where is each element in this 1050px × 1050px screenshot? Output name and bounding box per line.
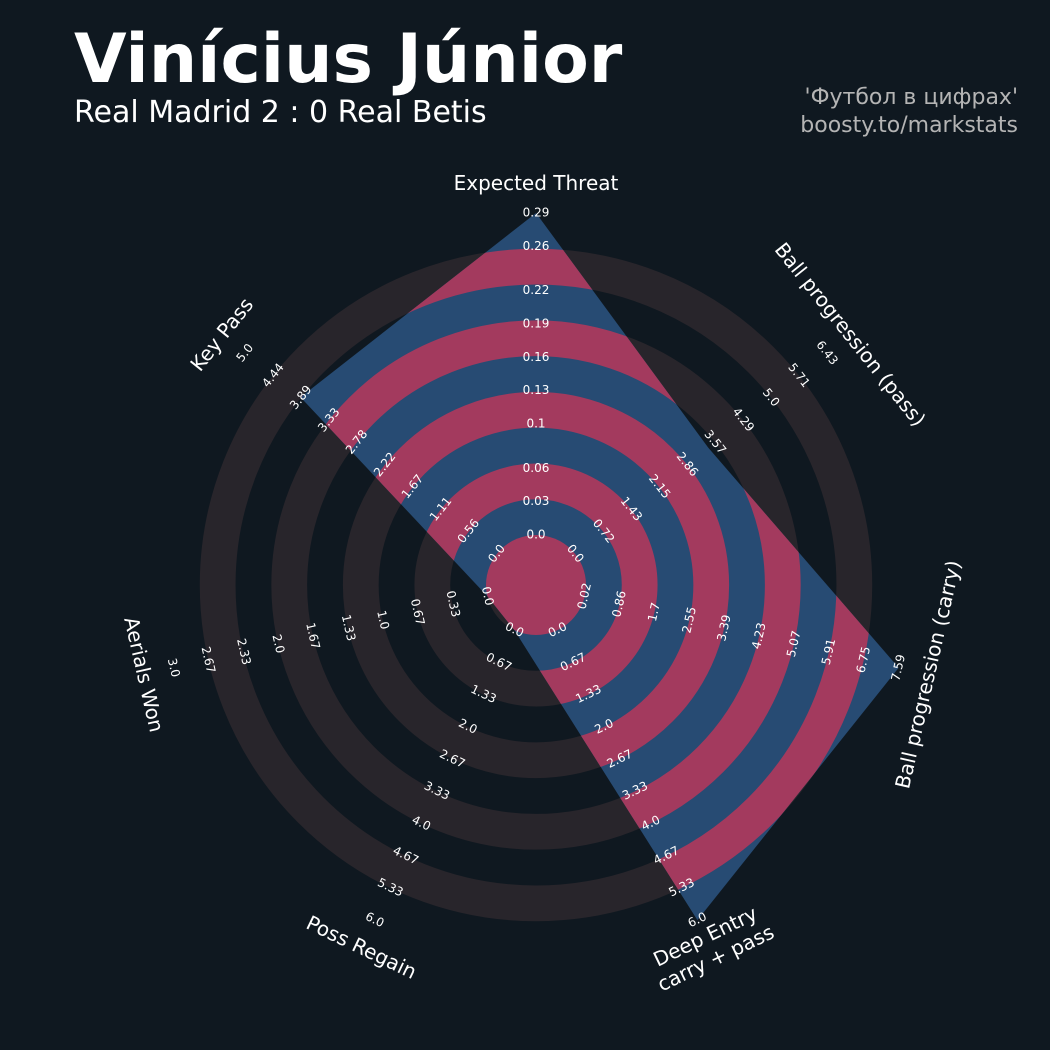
tick-label: 0.02	[574, 581, 594, 610]
tick-label: 0.0	[479, 585, 497, 607]
tick-label: 0.03	[523, 494, 550, 508]
tick-label: 2.0	[270, 633, 288, 655]
tick-label: 6.75	[854, 645, 874, 674]
chart-title: Vinícius Júnior	[74, 20, 623, 99]
tick-label: 0.67	[408, 597, 428, 626]
tick-label: 2.67	[199, 645, 219, 674]
tick-label: 0.22	[523, 283, 550, 297]
tick-label: 0.19	[523, 317, 550, 331]
tick-label: 0.0	[526, 528, 545, 542]
tick-label: 1.7	[645, 601, 663, 623]
tick-label: 0.1	[526, 416, 545, 430]
radar-area	[300, 213, 899, 921]
tick-label: 4.23	[749, 621, 769, 650]
tick-label: 3.0	[165, 657, 183, 679]
tick-label: 0.06	[523, 461, 550, 475]
tick-label: 2.33	[234, 637, 254, 666]
tick-label: 0.26	[523, 239, 550, 253]
tick-label: 0.16	[523, 350, 550, 364]
tick-label: 0.13	[523, 383, 550, 397]
tick-label: 0.29	[523, 206, 550, 220]
tick-label: 3.39	[714, 613, 734, 642]
ring	[486, 535, 586, 635]
tick-label: 1.0	[374, 609, 392, 631]
credit: 'Футбол в цифрах'	[805, 85, 1018, 110]
chart-subtitle: Real Madrid 2 : 0 Real Betis	[74, 95, 487, 130]
tick-label: 5.07	[784, 629, 804, 658]
tick-label: 0.86	[609, 589, 629, 618]
tick-label: 1.33	[339, 613, 359, 642]
tick-label: 1.67	[303, 621, 323, 650]
param-label-line: Expected Threat	[454, 171, 619, 195]
param-label: Expected Threat	[454, 171, 619, 195]
tick-label: 0.33	[443, 589, 463, 618]
credit: boosty.to/markstats	[800, 113, 1018, 138]
tick-label: 7.59	[888, 653, 908, 682]
tick-label: 2.55	[679, 605, 699, 634]
tick-label: 5.91	[819, 637, 839, 666]
